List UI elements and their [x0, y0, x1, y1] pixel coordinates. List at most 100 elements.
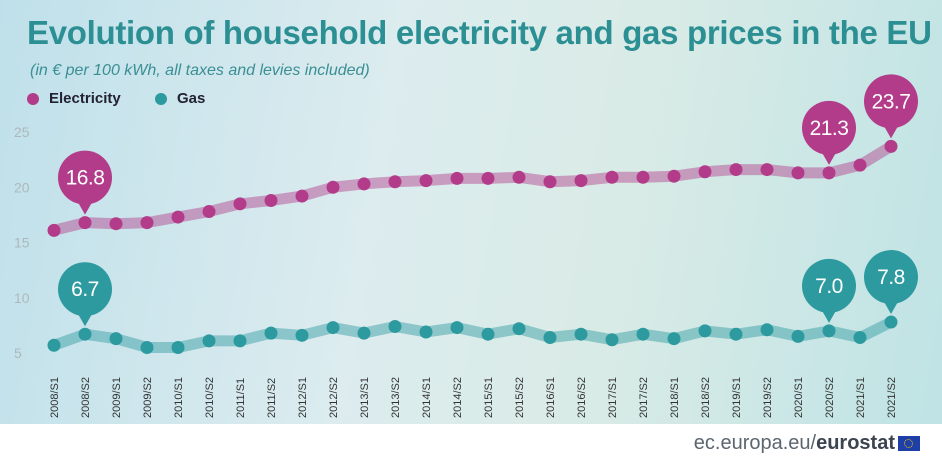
data-point-electricity [512, 170, 526, 184]
data-point-electricity [450, 171, 464, 185]
data-label: 6.7 [71, 278, 99, 301]
x-tick-label: 2011/S1 [235, 378, 247, 418]
x-tick-label: 2021/S2 [886, 377, 898, 418]
x-tick-label: 2020/S1 [793, 377, 805, 418]
data-point-electricity [884, 139, 898, 153]
data-point-gas [419, 325, 433, 339]
y-tick-label: 20 [14, 179, 30, 195]
data-point-electricity [326, 180, 340, 194]
x-tick-label: 2011/S2 [266, 378, 278, 418]
data-point-gas [729, 327, 743, 341]
data-point-electricity [822, 166, 836, 180]
data-point-gas [109, 332, 123, 346]
x-tick-label: 2015/S1 [483, 377, 495, 418]
data-point-gas [264, 326, 278, 340]
y-tick-label: 10 [14, 290, 30, 306]
x-tick-label: 2009/S2 [142, 377, 154, 418]
data-point-electricity [171, 210, 185, 224]
x-tick-label: 2012/S1 [297, 377, 309, 418]
data-point-gas [667, 332, 681, 346]
y-tick-label: 15 [14, 235, 30, 251]
data-point-electricity [295, 189, 309, 203]
data-label: 21.3 [810, 117, 849, 140]
data-point-electricity [233, 197, 247, 211]
data-point-gas [636, 327, 650, 341]
x-tick-label: 2008/S2 [80, 377, 92, 418]
data-point-electricity [760, 163, 774, 177]
x-tick-label: 2010/S1 [173, 377, 185, 418]
series-line-electricity [48, 140, 897, 236]
data-point-electricity [47, 223, 61, 237]
legend-marker-gas [155, 92, 167, 105]
source-brand: eurostat [816, 432, 895, 454]
x-tick-label: 2008/S1 [49, 377, 61, 418]
data-point-electricity [388, 175, 402, 189]
x-tick-label: 2021/S1 [855, 377, 867, 418]
x-tick-label: 2016/S1 [545, 377, 557, 418]
data-point-gas [760, 323, 774, 337]
data-point-electricity [574, 174, 588, 188]
legend-marker-electricity [27, 92, 39, 105]
x-tick-label: 2017/S2 [638, 377, 650, 418]
data-point-electricity [853, 158, 867, 172]
chart-panel [0, 0, 942, 424]
x-tick-label: 2020/S2 [824, 377, 836, 418]
source-credit: ec.europa.eu/ eurostat [694, 432, 920, 455]
data-label: 7.0 [815, 275, 843, 298]
callout-bubble [864, 250, 918, 305]
data-point-gas [140, 340, 154, 354]
data-point-gas [605, 333, 619, 347]
data-point-gas [47, 338, 61, 352]
legend-label-electricity: Electricity [49, 90, 121, 107]
data-point-electricity [636, 170, 650, 184]
data-point-electricity [667, 169, 681, 183]
data-label: 16.8 [66, 167, 105, 190]
data-label: 7.8 [877, 266, 905, 289]
x-tick-label: 2017/S1 [607, 377, 619, 418]
data-label: 23.7 [872, 90, 911, 113]
x-tick-label: 2018/S1 [669, 377, 681, 418]
data-point-electricity [78, 216, 92, 230]
eu-flag-icon [898, 436, 920, 451]
data-point-gas [574, 327, 588, 341]
data-point-electricity [791, 166, 805, 180]
data-point-gas [357, 326, 371, 340]
data-point-electricity [357, 177, 371, 191]
x-tick-label: 2014/S2 [452, 377, 464, 418]
data-point-gas [78, 327, 92, 341]
data-point-gas [698, 324, 712, 338]
data-point-gas [171, 340, 185, 354]
x-tick-label: 2019/S1 [731, 377, 743, 418]
x-tick-label: 2009/S1 [111, 377, 123, 418]
callout-bubble [58, 150, 112, 205]
data-point-gas [326, 321, 340, 335]
x-tick-label: 2012/S2 [328, 377, 340, 418]
data-point-gas [884, 315, 898, 329]
data-point-gas [822, 324, 836, 338]
data-point-electricity [419, 174, 433, 188]
legend-item-gas: Gas [155, 90, 205, 107]
x-tick-label: 2019/S2 [762, 377, 774, 418]
data-point-electricity [543, 175, 557, 189]
series-line-gas [48, 316, 897, 353]
y-tick-label: 5 [14, 345, 22, 361]
callout-bubble [802, 100, 856, 155]
chart-subtitle: (in € per 100 kWh, all taxes and levies … [30, 62, 370, 79]
data-point-gas [543, 331, 557, 345]
callout-bubble [864, 74, 918, 129]
data-point-gas [450, 321, 464, 335]
data-point-electricity [140, 216, 154, 230]
x-tick-label: 2013/S1 [359, 377, 371, 418]
data-point-gas [233, 334, 247, 348]
data-point-gas [512, 322, 526, 336]
source-prefix: ec.europa.eu/ [693, 432, 817, 454]
x-tick-label: 2013/S2 [390, 377, 402, 418]
data-point-electricity [202, 205, 216, 219]
y-tick-label: 25 [14, 124, 30, 140]
x-tick-label: 2018/S2 [700, 377, 712, 418]
data-point-gas [202, 334, 216, 348]
line-chart: 5 10 15 20 25 2008/S1 2008/S2 2009/S1 2009/S2 201… [14, 74, 918, 418]
x-tick-label: 2015/S2 [514, 377, 526, 418]
data-point-electricity [729, 163, 743, 177]
